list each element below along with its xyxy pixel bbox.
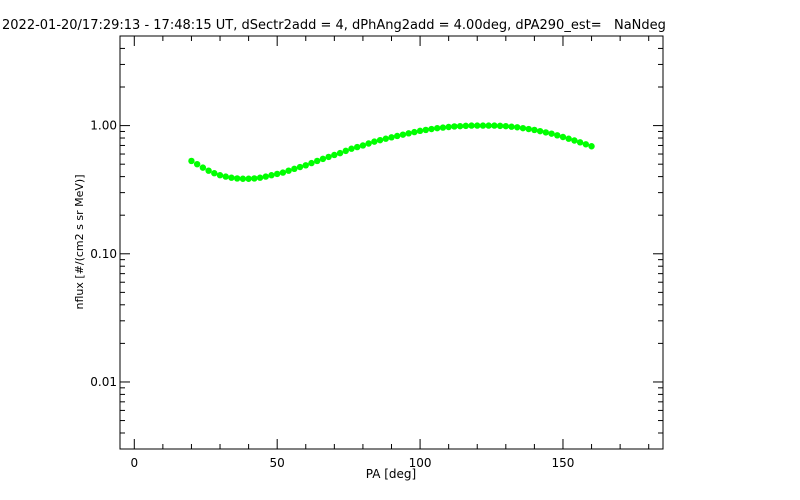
data-point [416, 127, 424, 135]
data-point [525, 125, 532, 133]
data-point [205, 167, 212, 174]
data-point [474, 122, 481, 129]
data-point [222, 173, 229, 180]
data-point [342, 147, 349, 155]
data-point [514, 124, 521, 131]
data-point [456, 122, 464, 130]
data-point [308, 159, 315, 167]
data-point [496, 122, 504, 130]
data-point [468, 122, 475, 129]
data-point [188, 157, 195, 165]
x-tick-label: 100 [409, 456, 432, 470]
data-point [279, 169, 287, 176]
data-point [376, 136, 384, 144]
data-point [228, 174, 235, 181]
data-point [434, 124, 441, 132]
data-point [251, 175, 258, 182]
data-point [354, 143, 361, 151]
data-point [548, 130, 555, 137]
y-tick-label: 0.01 [90, 375, 117, 389]
data-point [405, 130, 412, 137]
data-point [559, 133, 567, 141]
data-point [302, 162, 309, 169]
data-point [268, 172, 275, 179]
data-point [313, 157, 321, 165]
data-point [245, 175, 252, 182]
y-tick-label: 0.10 [90, 247, 117, 261]
data-point [571, 137, 578, 144]
data-point [588, 143, 595, 150]
data-point [394, 132, 401, 140]
data-point [428, 125, 435, 133]
data-point [239, 175, 247, 182]
data-point [576, 139, 584, 146]
data-point [365, 140, 372, 147]
data-point [582, 141, 590, 148]
data-point [382, 135, 389, 142]
data-point [285, 167, 292, 174]
data-point [485, 122, 492, 129]
data-point [479, 122, 487, 129]
data-point [233, 175, 241, 182]
data-point [411, 128, 418, 136]
x-axis-ticks: 0 50 100 150 [130, 36, 650, 470]
data-point [445, 123, 452, 131]
y-axis-label: nflux [#/(cm2 s sr MeV)] [73, 175, 86, 310]
data-point [371, 138, 378, 145]
data-point [462, 122, 470, 130]
data-series [188, 122, 595, 182]
data-point [439, 124, 447, 131]
data-point [388, 134, 395, 141]
data-point [216, 172, 224, 179]
data-point [291, 165, 298, 173]
y-tick-label: 1.00 [90, 119, 117, 133]
data-point [554, 132, 561, 139]
data-point [256, 174, 264, 181]
x-tick-label: 0 [130, 456, 138, 470]
data-point [273, 170, 281, 178]
data-point [211, 170, 218, 177]
y-axis-ticks: 0.01 0.10 1.00 [90, 35, 663, 450]
x-tick-label: 50 [270, 456, 285, 470]
data-point [519, 124, 527, 132]
data-point [491, 122, 498, 129]
data-point [399, 131, 407, 138]
data-point [199, 164, 207, 171]
data-point [331, 151, 338, 159]
data-point [348, 145, 355, 152]
data-point [502, 122, 510, 130]
data-point [296, 163, 304, 171]
data-point [319, 155, 327, 163]
x-tick-label: 150 [552, 456, 575, 470]
data-point [422, 126, 429, 134]
data-point [542, 129, 550, 136]
data-point [359, 142, 367, 149]
data-point [531, 126, 538, 134]
data-point [536, 127, 544, 135]
data-point [451, 123, 458, 130]
data-point [262, 173, 269, 180]
data-point [508, 123, 515, 130]
data-point [325, 153, 332, 161]
x-axis-label: PA [deg] [366, 467, 416, 481]
data-point [193, 160, 201, 168]
plot-frame [119, 35, 664, 450]
data-point [565, 135, 572, 142]
chart-title: 2022-01-20/17:29:13 - 17:48:15 UT, dSect… [2, 18, 666, 33]
data-point [336, 149, 344, 157]
